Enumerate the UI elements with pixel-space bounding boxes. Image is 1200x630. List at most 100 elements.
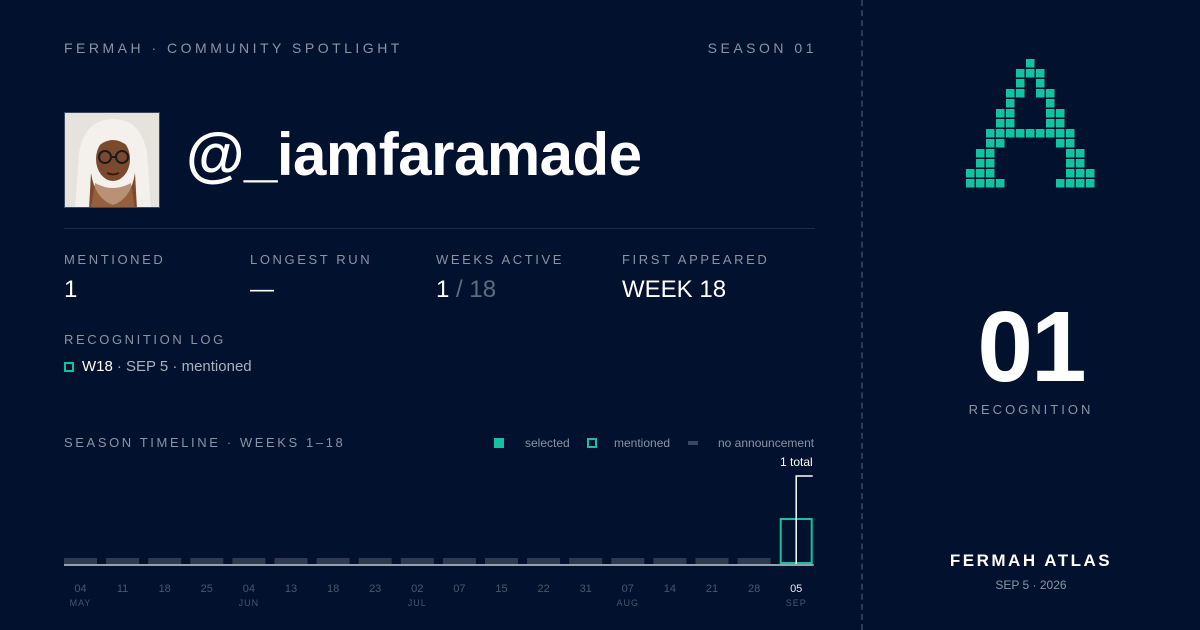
log-entry: W18 · SEP 5 · mentioned [64,358,252,375]
tick-label: 18 [327,583,339,595]
log-week: W18 [82,358,113,375]
logo-pixel [1046,89,1055,98]
legend-mentioned: mentioned [587,436,670,450]
logo-pixel [986,149,995,158]
no-announcement-bar [274,558,308,564]
legend-none-label: no announcement [718,436,815,450]
no-announcement-bar [148,558,182,564]
stat-value: — [250,276,274,303]
logo-pixel [1066,169,1075,178]
ticket-perforation [861,0,863,630]
avatar-portrait-icon [65,113,159,207]
month-label: JUN [239,598,260,608]
stat-first-appeared: FIRST APPEARED WEEK 18 [622,252,769,304]
logo-pixel [976,149,985,158]
logo-pixel [1036,69,1045,78]
tick-label: 13 [285,583,297,595]
logo-pixel [976,169,985,178]
logo-pixel [996,109,1005,118]
tick-label: 04 [74,583,86,595]
tick-label: 05 [790,583,802,595]
logo-pixel [1066,129,1075,138]
brand-line: FERMAH · COMMUNITY SPOTLIGHT [64,40,403,56]
logo-pixel [1066,139,1075,148]
legend-mentioned-label: mentioned [614,436,671,450]
header-divider [64,228,815,229]
tick-label: 22 [537,583,549,595]
logo-pixel [1036,129,1045,138]
logo-pixel [1006,129,1015,138]
no-announcement-bar [442,558,476,564]
logo-pixel [1016,79,1025,88]
tick-label: 21 [706,583,718,595]
no-announcement-bar [737,558,771,564]
tick-label: 11 [117,583,128,595]
timeline-title: SEASON TIMELINE · WEEKS 1–18 [64,435,346,450]
logo-pixel [1026,69,1035,78]
tick-label: 07 [453,583,465,595]
logo-pixel [986,129,995,138]
stat-label: MENTIONED [64,252,166,267]
no-announcement-bar [358,558,392,564]
no-announcement-bar [569,558,603,564]
logo-pixel [1056,109,1065,118]
avatar [64,112,160,208]
tick-label: 23 [369,583,381,595]
logo-pixel [1046,129,1055,138]
recognition-log-title: RECOGNITION LOG [64,332,226,347]
mentioned-marker-icon [64,361,74,372]
tick-label: 15 [495,583,507,595]
month-label: AUG [617,598,640,608]
logo-pixel [1056,119,1065,128]
cumulative-total-label: 1 total [780,455,813,469]
logo-pixel [976,159,985,168]
stat-longest-run: LONGEST RUN — [250,252,372,304]
tick-label: 18 [159,583,171,595]
user-handle: @_iamfaramade [186,121,642,188]
log-detail: · SEP 5 · mentioned [116,358,252,375]
logo-pixel [986,139,995,148]
logo-pixel [1006,119,1015,128]
no-announcement-bar [232,558,266,564]
none-swatch-icon [688,441,698,445]
logo-pixel [986,179,995,188]
legend-selected: selected [494,436,570,450]
no-announcement-bar [190,558,224,564]
no-announcement-bar [106,558,140,564]
tick-label: 28 [748,583,760,595]
no-announcement-bar [695,558,729,564]
pixel-a-logo-icon [966,59,1095,188]
season-label: SEASON 01 [707,40,817,56]
logo-pixel [1036,79,1045,88]
legend-none: no announcement [688,436,814,450]
logo-pixel [1026,59,1035,68]
logo-pixel [1066,149,1075,158]
issue-date: SEP 5 · 2026 [995,578,1067,592]
logo-pixel [966,169,975,178]
logo-pixel [986,169,995,178]
month-label: SEP [786,598,807,608]
recognition-count-label: RECOGNITION [968,402,1094,417]
logo-pixel [996,119,1005,128]
logo-pixel [996,179,1005,188]
stat-value: 1 [64,276,78,303]
tick-label: 04 [243,583,255,595]
tick-label: 02 [411,583,423,595]
logo-pixel [1006,89,1015,98]
logo-pixel [1056,129,1065,138]
logo-pixel [996,129,1005,138]
stat-value: WEEK 18 [622,276,727,303]
selected-swatch-icon [494,438,504,448]
tick-label: 07 [622,583,634,595]
logo-pixel [1016,69,1025,78]
logo-pixel [1076,149,1085,158]
logo-pixel [1076,159,1085,168]
tick-label: 31 [580,583,592,595]
logo-pixel [976,179,985,188]
mentioned-swatch-icon [587,438,597,448]
stat-mentioned: MENTIONED 1 [64,252,165,304]
logo-pixel [1006,99,1015,108]
logo-pixel [1046,109,1055,118]
logo-pixel [966,179,975,188]
logo-pixel [1086,169,1095,178]
